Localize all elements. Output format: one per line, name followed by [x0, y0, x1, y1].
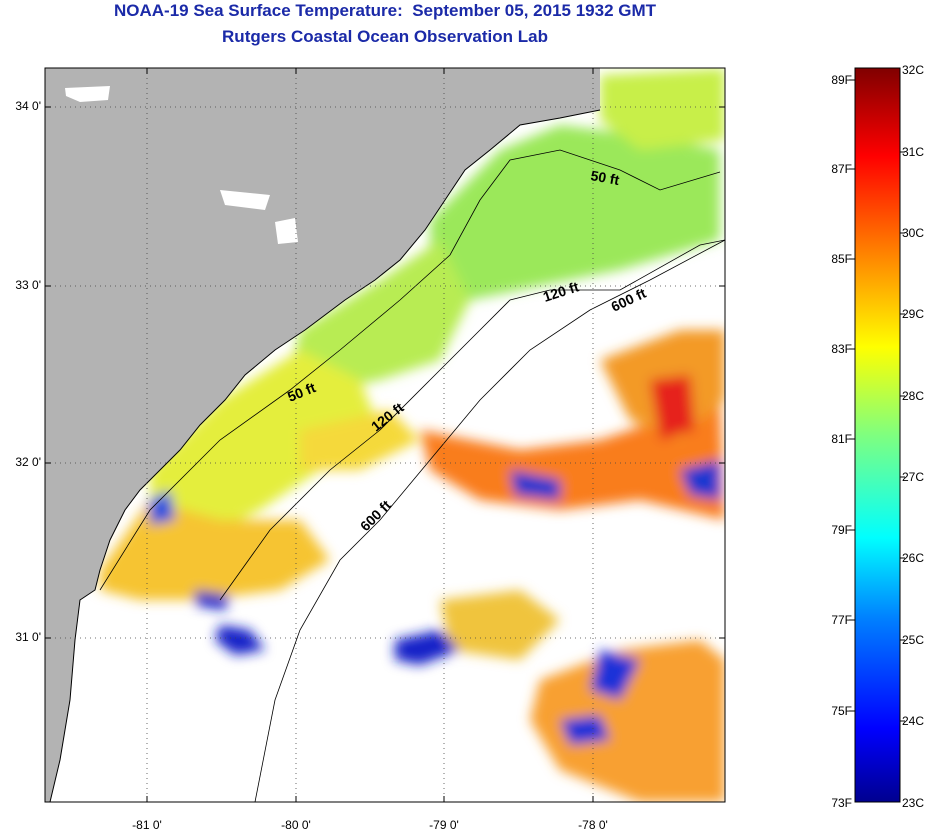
isobath-600ft	[254, 239, 725, 802]
map-title: NOAA-19 Sea Surface Temperature: Septemb…	[113, 1, 657, 20]
lon-label-81: -81 0'	[132, 818, 162, 832]
sst-patch-orange-east	[420, 400, 725, 520]
colorbar-f-label-85: 85F	[831, 252, 852, 266]
land-cloud-2	[275, 218, 298, 244]
lat-label-31: 31 0'	[15, 630, 41, 644]
sst-patch-yellow-south	[440, 590, 560, 660]
sst-patch-blue-5	[510, 470, 560, 500]
colorbar-c-label-23: 23C	[902, 796, 925, 810]
sst-patch-orange-south	[100, 500, 330, 600]
land-area	[45, 68, 600, 802]
land-cloud-1	[65, 86, 110, 102]
map-area: 50 ft 120 ft 600 ft 50 ft 120 ft 600 ft	[45, 68, 725, 802]
sst-patch-yellow-mid	[150, 350, 380, 560]
colorbar-c-label-32: 32C	[902, 63, 925, 77]
colorbar-f-label-75: 75F	[831, 704, 852, 718]
map-frame	[44, 67, 726, 803]
map-subtitle: Rutgers Coastal Ocean Observation Lab	[222, 27, 548, 46]
colorbar	[854, 67, 901, 803]
colorbar-c-label-24: 24C	[902, 714, 925, 728]
sst-patch-blue-3	[590, 650, 640, 700]
sst-patch-blue-6	[680, 460, 720, 500]
colorbar-f-label-89: 89F	[831, 73, 852, 87]
colorbar-c-label-30: 30C	[902, 226, 925, 240]
colorbar-c-label-26: 26C	[902, 551, 925, 565]
colorbar-f-label-83: 83F	[831, 342, 852, 356]
sst-patch-orange-se	[530, 640, 725, 802]
coastline	[49, 109, 601, 802]
sst-patch-green-north	[430, 125, 720, 300]
lon-label-78: -78 0'	[578, 818, 608, 832]
axis-ticks	[45, 68, 725, 802]
lon-label-79: -79 0'	[429, 818, 459, 832]
colorbar-c-label-31: 31C	[902, 145, 925, 159]
sst-patch-red	[650, 375, 695, 440]
colorbar-c-label-29: 29C	[902, 307, 925, 321]
isobath-50ft	[99, 149, 721, 591]
isobath-label-50ft-north: 50 ft	[589, 167, 620, 188]
lat-label-32: 32 0'	[15, 455, 41, 469]
colorbar-f-label-79: 79F	[831, 523, 852, 537]
graticule	[45, 68, 725, 802]
colorbar-ticks	[849, 79, 905, 722]
colorbar-c-label-28: 28C	[902, 389, 925, 403]
colorbar-f-label-77: 77F	[831, 613, 852, 627]
colorbar-c-label-25: 25C	[902, 633, 925, 647]
isobath-120ft	[219, 239, 725, 601]
land-cloud-3	[220, 190, 270, 210]
colorbar-f-label-73: 73F	[831, 796, 852, 810]
lat-label-34: 34 0'	[15, 99, 41, 113]
sst-patch-blue-8	[195, 590, 230, 610]
colorbar-c-label-27: 27C	[902, 470, 925, 484]
lon-label-80: -80 0'	[281, 818, 311, 832]
sst-patch-blue-4	[560, 715, 610, 745]
sst-patch-yellow-offshore	[300, 410, 420, 470]
colorbar-f-label-87: 87F	[831, 162, 852, 176]
lat-label-33: 33 0'	[15, 278, 41, 292]
sst-patch-blue-7	[150, 490, 175, 525]
colorbar-f-label-81: 81F	[831, 432, 852, 446]
sst-patch-yellow-ne	[600, 68, 725, 150]
sst-patch-blue-2	[215, 625, 265, 655]
